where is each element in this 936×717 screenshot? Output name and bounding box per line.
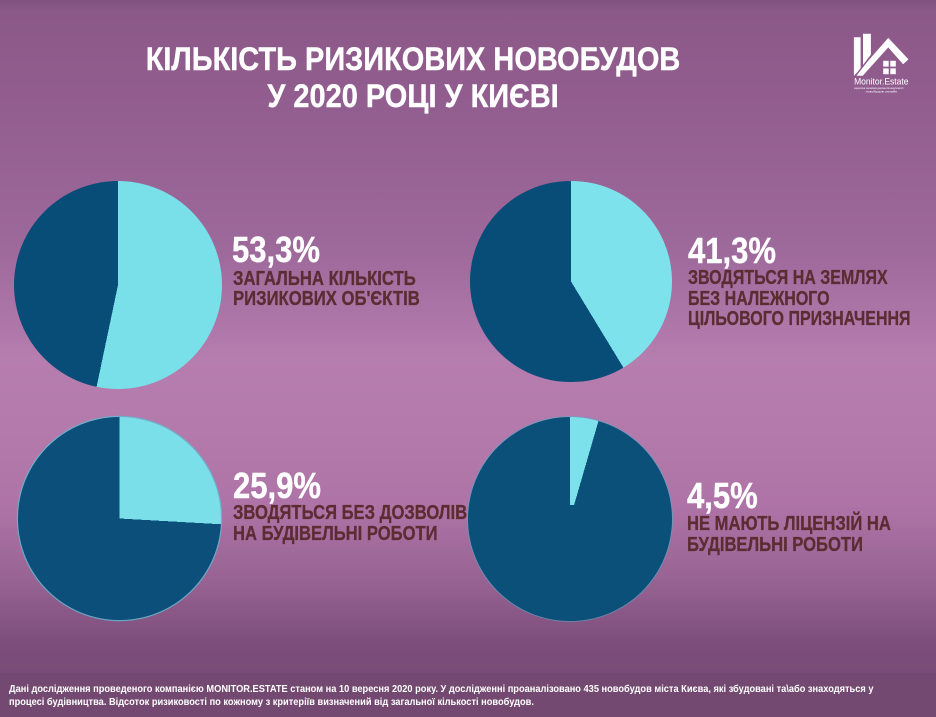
svg-text:Monitor.Estate: Monitor.Estate [854, 77, 908, 87]
svg-text:новобудов онлайн: новобудов онлайн [866, 89, 898, 93]
svg-text:юридична перевірка документів: юридична перевірка документів нерухомост… [854, 86, 904, 90]
